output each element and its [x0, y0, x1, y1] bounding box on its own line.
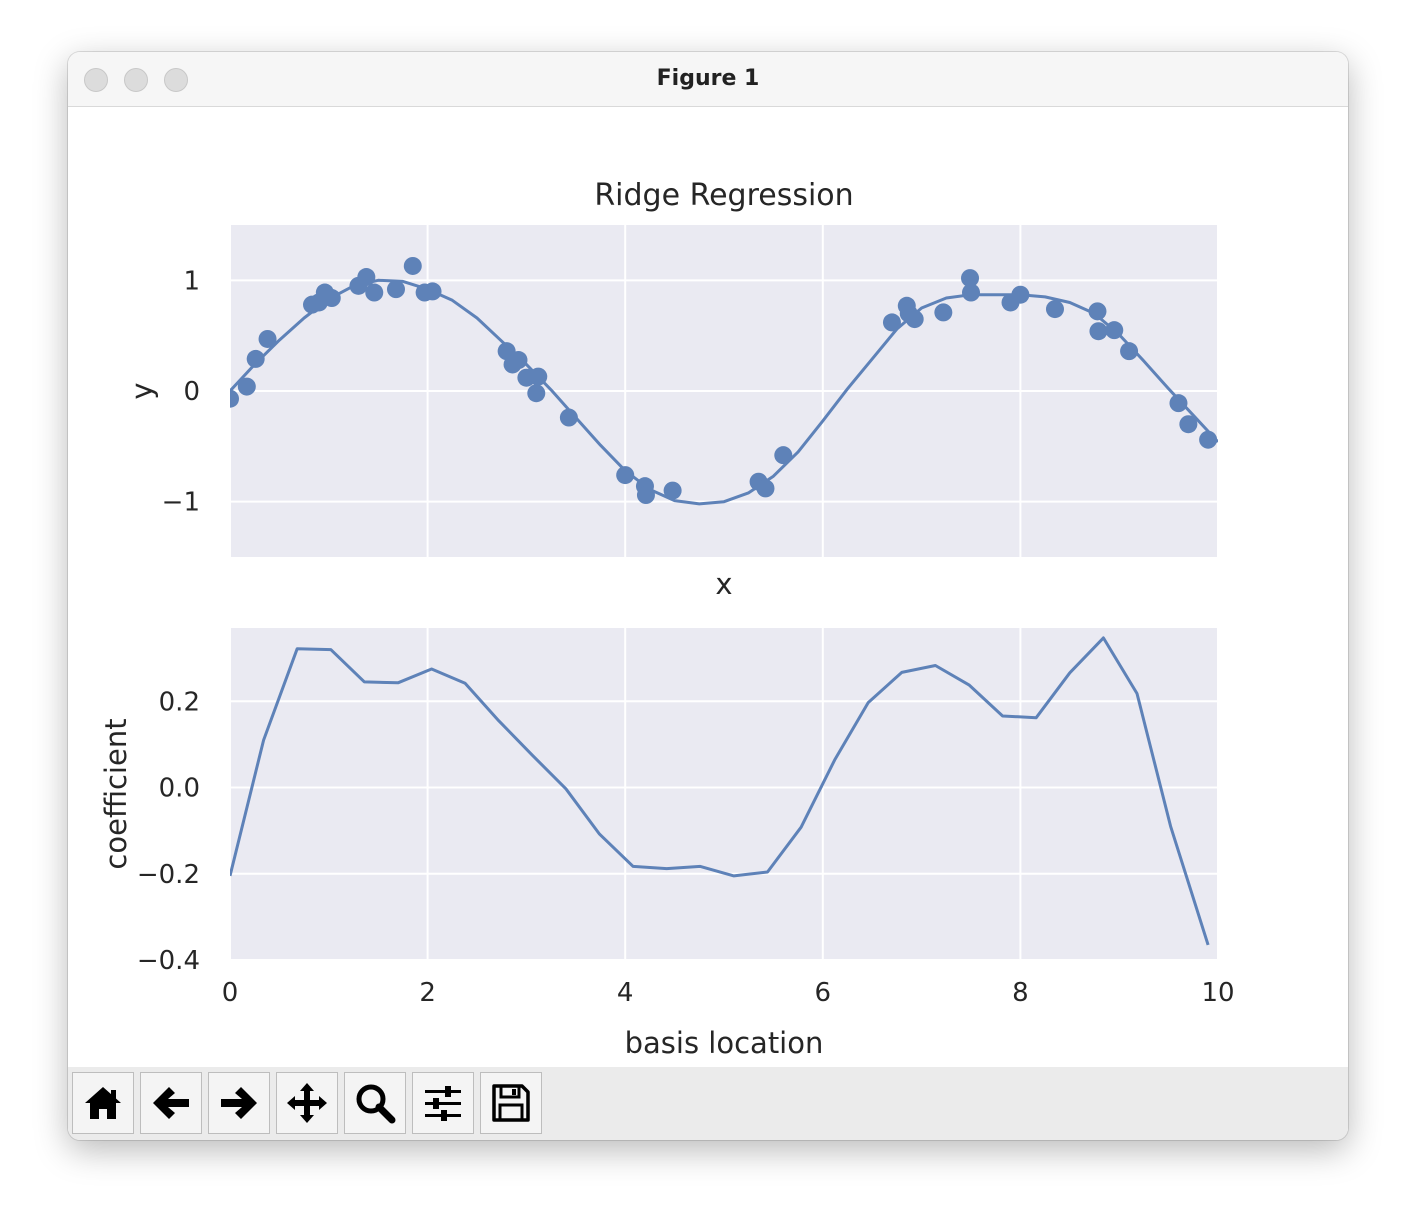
forward-button[interactable] — [208, 1072, 270, 1134]
data-point — [509, 351, 528, 370]
navigation-toolbar — [68, 1067, 1348, 1140]
figure-canvas: −1 0 1 x y Ridge Regression −0.4 −0.2 0.0 0.2 0 2 4 6… — [68, 107, 1348, 1067]
data-point — [230, 389, 239, 408]
zoom-window-button[interactable] — [164, 68, 188, 92]
data-point — [527, 384, 546, 403]
arrow-left-icon — [153, 1087, 189, 1119]
x-tick-label: 10 — [1201, 978, 1234, 1008]
figure-svg: −1 0 1 x y Ridge Regression −0.4 −0.2 0.0 0.2 0 2 4 6… — [99, 178, 1235, 1060]
data-point — [529, 367, 548, 386]
data-point — [1089, 322, 1108, 341]
x-tick-label: 6 — [815, 978, 832, 1008]
magnifier-icon — [356, 1084, 396, 1124]
data-point — [423, 282, 442, 301]
data-point — [1011, 285, 1030, 304]
close-window-button[interactable] — [84, 68, 108, 92]
data-point — [403, 256, 422, 275]
arrow-right-icon — [221, 1087, 257, 1119]
y-axis-label: coefficient — [99, 718, 133, 869]
coefficient-line — [230, 636, 1210, 946]
home-button[interactable] — [72, 1072, 134, 1134]
pan-button[interactable] — [276, 1072, 338, 1134]
zoom-button[interactable] — [344, 1072, 406, 1134]
save-button[interactable] — [480, 1072, 542, 1134]
data-point — [1120, 342, 1139, 361]
x-axis-label: x — [715, 567, 732, 601]
y-tick-label: 0 — [183, 377, 200, 407]
data-point — [1199, 430, 1218, 449]
data-point — [663, 481, 682, 500]
figure-window: Figure 1 −1 0 1 x y Ridge Regression −0.4 −0.2 0… — [68, 52, 1348, 1140]
y-tick-label: 1 — [183, 266, 200, 296]
data-point — [1105, 321, 1124, 340]
minimize-window-button[interactable] — [124, 68, 148, 92]
data-point — [882, 313, 901, 332]
y-tick-label: −1 — [162, 488, 200, 518]
data-point — [357, 268, 376, 287]
data-point — [386, 280, 405, 299]
data-point — [1179, 415, 1198, 434]
data-point — [258, 329, 277, 348]
data-point — [774, 446, 793, 465]
data-point — [905, 310, 924, 329]
y-tick-label: 0.0 — [159, 774, 200, 804]
data-point — [616, 466, 635, 485]
data-point — [961, 269, 980, 288]
floppy-disk-icon — [492, 1084, 530, 1122]
axes-background-2 — [230, 628, 1218, 960]
data-point — [237, 377, 256, 396]
chart-title: Ridge Regression — [594, 178, 853, 213]
x-tick-label: 8 — [1012, 978, 1029, 1008]
x-tick-label: 2 — [419, 978, 436, 1008]
data-point — [322, 289, 341, 308]
back-button[interactable] — [140, 1072, 202, 1134]
data-point — [1169, 394, 1188, 413]
y-tick-label: −0.2 — [137, 860, 200, 890]
data-point — [365, 283, 384, 302]
sliders-icon — [425, 1086, 461, 1121]
data-point — [756, 479, 775, 498]
y-tick-label: 0.2 — [159, 687, 200, 717]
data-point — [934, 303, 953, 322]
home-icon — [85, 1087, 121, 1119]
move-icon — [287, 1083, 327, 1123]
plot-area-2 — [230, 636, 1210, 946]
data-point — [1088, 302, 1107, 321]
configure-subplots-button[interactable] — [412, 1072, 474, 1134]
data-point — [636, 486, 655, 505]
title-bar: Figure 1 — [68, 52, 1348, 107]
data-point — [962, 283, 980, 302]
x-tick-label: 0 — [222, 978, 239, 1008]
data-point — [246, 349, 265, 368]
plot-area-1 — [230, 256, 1218, 506]
window-title: Figure 1 — [656, 66, 760, 91]
y-tick-label: −0.4 — [137, 946, 200, 976]
x-axis-label: basis location — [625, 1026, 824, 1060]
y-axis-label: y — [125, 382, 159, 399]
x-tick-label: 4 — [617, 978, 634, 1008]
data-point — [559, 408, 578, 427]
data-point — [1045, 300, 1064, 319]
